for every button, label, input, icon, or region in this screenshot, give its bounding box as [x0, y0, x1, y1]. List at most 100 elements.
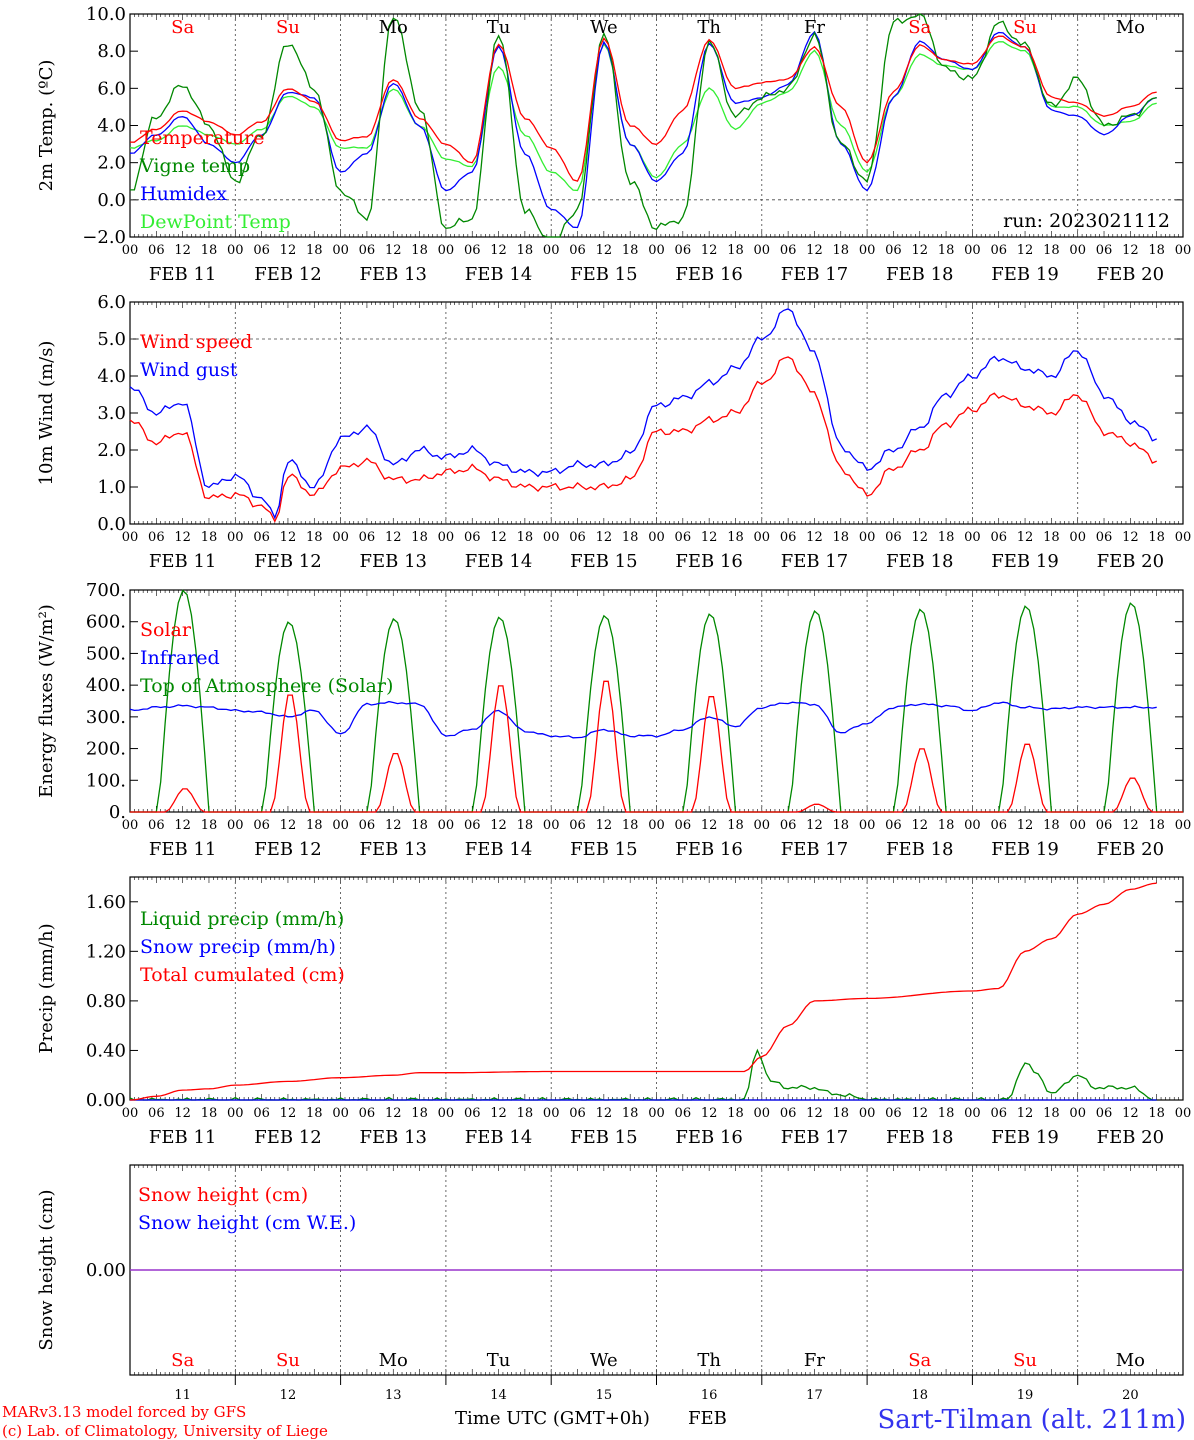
y-tick-label: 5.0: [97, 329, 126, 350]
hour-tick-label: 12: [490, 530, 507, 545]
weekday-label: Th: [697, 1350, 721, 1371]
hour-tick-label: 00: [964, 818, 981, 833]
legend-snow-height-cm: Snow height (cm): [138, 1184, 308, 1206]
y-tick-label: 300.: [86, 707, 126, 728]
model-credit: MARv3.13 model forced by GFS: [2, 1403, 246, 1421]
date-label: FEB 13: [360, 1127, 427, 1148]
hour-tick-label: 06: [675, 530, 692, 545]
y-axis-title: Energy fluxes (W/m²): [36, 604, 57, 798]
hour-tick-label: 06: [148, 818, 165, 833]
hour-tick-label: 00: [438, 1106, 455, 1121]
hour-tick-label: 06: [253, 243, 270, 258]
y-tick-label: 3.0: [97, 403, 126, 424]
hour-tick-label: 12: [596, 530, 613, 545]
day-number-label: 11: [174, 1388, 191, 1403]
hour-tick-label: 00: [648, 1106, 665, 1121]
hour-tick-label: 06: [885, 243, 902, 258]
hour-tick-label: 12: [1122, 1106, 1139, 1121]
y-tick-label: 2.0: [97, 153, 126, 174]
date-label: FEB 15: [570, 1127, 637, 1148]
x-axis-title: Time UTC (GMT+0h): [455, 1408, 650, 1429]
y-tick-label: 500.: [86, 643, 126, 664]
hour-tick-label: 00: [332, 243, 349, 258]
hour-tick-label: 06: [464, 818, 481, 833]
hour-tick-label: 06: [464, 530, 481, 545]
hour-tick-label: 12: [1017, 530, 1034, 545]
run-annotation: run: 2023021112: [1003, 210, 1170, 232]
y-tick-label: 6.0: [97, 78, 126, 99]
hour-tick-label: 12: [1122, 530, 1139, 545]
hour-tick-label: 06: [885, 530, 902, 545]
hour-tick-label: 00: [754, 818, 771, 833]
date-label: FEB 15: [570, 551, 637, 572]
hour-tick-label: 12: [174, 1106, 191, 1121]
hour-tick-label: 06: [675, 818, 692, 833]
hour-tick-label: 06: [885, 818, 902, 833]
day-number-label: 13: [385, 1388, 402, 1403]
hour-tick-label: 00: [754, 530, 771, 545]
date-label: FEB 11: [149, 551, 216, 572]
weekday-label: Su: [1013, 1350, 1037, 1371]
y-axis-title: Snow height (cm): [36, 1189, 57, 1350]
hour-tick-label: 06: [148, 1106, 165, 1121]
day-number-label: 17: [806, 1388, 823, 1403]
hour-tick-label: 00: [227, 243, 244, 258]
y-tick-label: 700.: [86, 580, 126, 601]
hour-tick-label: 06: [359, 243, 376, 258]
hour-tick-label: 12: [701, 243, 718, 258]
hour-tick-label: 06: [359, 818, 376, 833]
hour-tick-label: 18: [622, 243, 639, 258]
hour-tick-label: 00: [964, 1106, 981, 1121]
date-label: FEB 20: [1097, 551, 1164, 572]
legend-temperature: Temperature: [140, 127, 264, 149]
date-label: FEB 14: [465, 1127, 532, 1148]
hour-tick-label: 00: [438, 818, 455, 833]
series-line-total-cumulated-cm-: [129, 882, 1157, 1101]
date-label: FEB 16: [675, 1127, 742, 1148]
y-tick-label: 6.0: [97, 292, 126, 313]
series-line-vigne-temp: [130, 13, 1157, 238]
hour-tick-label: 00: [964, 530, 981, 545]
date-label: FEB 17: [781, 1127, 848, 1148]
hour-tick-label: 00: [122, 530, 139, 545]
hour-tick-label: 12: [1122, 243, 1139, 258]
hour-tick-label: 18: [201, 818, 218, 833]
weekday-label: Sa: [908, 17, 931, 38]
hour-tick-label: 18: [622, 1106, 639, 1121]
weekday-label: Th: [697, 17, 721, 38]
hour-tick-label: 18: [411, 530, 428, 545]
hour-tick-label: 00: [859, 818, 876, 833]
hour-tick-label: 12: [1122, 818, 1139, 833]
legend-infrared: Infrared: [140, 647, 220, 669]
hour-tick-label: 18: [306, 818, 323, 833]
date-label: FEB 13: [360, 839, 427, 860]
day-number-label: 18: [911, 1388, 928, 1403]
legend-solar: Solar: [140, 619, 192, 641]
legend-wind-gust: Wind gust: [140, 359, 238, 381]
series-line-temperature: [129, 35, 1157, 182]
series-line-infrared: [129, 700, 1157, 739]
hour-tick-label: 12: [385, 530, 402, 545]
weekday-label: Tu: [487, 17, 511, 38]
hour-tick-label: 12: [806, 243, 823, 258]
series-line-dewpoint-temp: [129, 41, 1157, 192]
hour-tick-label: 12: [806, 818, 823, 833]
weekday-label: Mo: [379, 17, 408, 38]
y-tick-label: −2.0: [82, 227, 126, 248]
hour-tick-label: 00: [543, 530, 560, 545]
hour-tick-label: 06: [780, 243, 797, 258]
y-tick-label: 1.60: [86, 892, 126, 913]
hour-tick-label: 18: [938, 818, 955, 833]
hour-tick-label: 06: [780, 1106, 797, 1121]
legend-snow-height-cm-w-e: Snow height (cm W.E.): [138, 1212, 356, 1234]
y-tick-label: 1.20: [86, 941, 126, 962]
weekday-label: Tu: [487, 1350, 511, 1371]
hour-tick-label: 18: [727, 818, 744, 833]
hour-tick-label: 00: [859, 243, 876, 258]
weekday-label: Sa: [171, 17, 194, 38]
hour-tick-label: 12: [701, 530, 718, 545]
hour-tick-label: 00: [859, 530, 876, 545]
y-tick-label: 1.0: [97, 477, 126, 498]
hour-tick-label: 00: [1069, 243, 1086, 258]
hour-tick-label: 06: [253, 818, 270, 833]
